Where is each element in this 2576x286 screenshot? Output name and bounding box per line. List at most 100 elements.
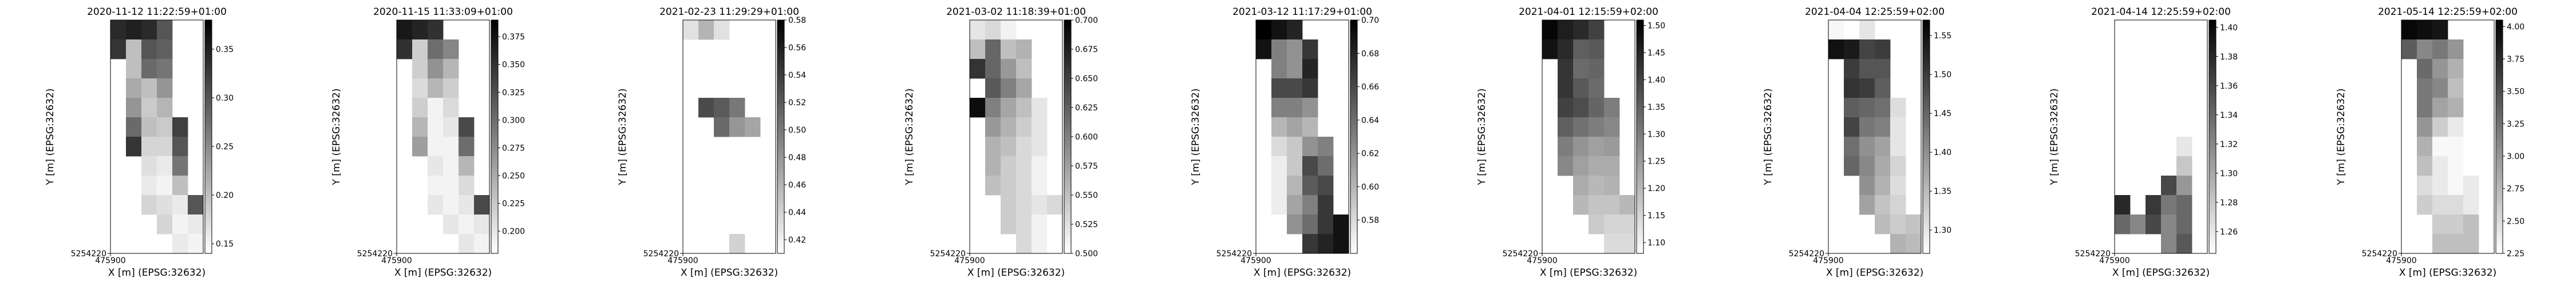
y-tick-label: 5254220 xyxy=(930,249,966,259)
colorbar-tick-label: 1.25 xyxy=(1647,157,1665,166)
heatmap-cell xyxy=(1256,20,1272,40)
heatmap-cell xyxy=(2463,234,2479,254)
heatmap-cell xyxy=(2463,195,2479,215)
chart-title: 2021-02-23 11:29:29+01:00 xyxy=(659,6,799,18)
heatmap-cells xyxy=(1542,20,1635,254)
heatmap-cell xyxy=(2115,195,2131,215)
heatmap-cell xyxy=(412,78,428,98)
heatmap-cell xyxy=(1573,195,1589,215)
colorbar-tick-label: 0.225 xyxy=(502,200,525,209)
heatmap-cell xyxy=(1589,98,1605,118)
heatmap-cell xyxy=(985,98,1001,118)
y-tick-label: 5254220 xyxy=(1216,249,1252,259)
heatmap-cell xyxy=(2417,59,2433,79)
heatmap-cell xyxy=(1589,137,1605,157)
heatmap-cell xyxy=(1001,214,1017,235)
heatmap-cell xyxy=(2417,195,2433,215)
colorbar xyxy=(2495,19,2503,254)
heatmap-cell xyxy=(157,59,173,79)
heatmap-cell xyxy=(1875,195,1891,215)
heatmap-cell xyxy=(1287,156,1303,176)
colorbar-tick-label: 0.325 xyxy=(502,88,525,97)
chart-title: 2021-03-12 11:17:29+01:00 xyxy=(1232,6,1372,18)
heatmap-cells xyxy=(1256,20,1349,254)
colorbar-tick-label: 1.34 xyxy=(2220,111,2238,120)
heatmap-cell xyxy=(172,214,188,235)
colorbar-tick-label: 0.50 xyxy=(788,126,806,135)
heatmap-cell xyxy=(157,156,173,176)
axes-frame xyxy=(1542,19,1635,254)
heatmap-cell xyxy=(141,156,157,176)
heatmap-cell xyxy=(1302,195,1318,215)
heatmap-cell xyxy=(1001,176,1017,196)
heatmap-cell xyxy=(126,137,142,157)
heatmap-cell xyxy=(985,156,1001,176)
heatmap-cell xyxy=(2417,176,2433,196)
heatmap-cell xyxy=(1619,234,1635,254)
heatmap-cell xyxy=(141,117,157,137)
colorbar xyxy=(491,19,499,254)
heatmap-cell xyxy=(1558,20,1574,40)
colorbar-tick-label: 1.30 xyxy=(1647,130,1665,139)
heatmap-cell xyxy=(1573,176,1589,196)
colorbar-tick-label: 1.40 xyxy=(2220,23,2238,33)
heatmap-cell xyxy=(110,20,127,40)
heatmap-cell xyxy=(2417,156,2433,176)
heatmap-cell xyxy=(157,98,173,118)
x-tick-label: 475900 xyxy=(1527,256,1557,265)
heatmap-cell xyxy=(1287,195,1303,215)
colorbar-tick-label: 1.50 xyxy=(1934,70,1951,80)
heatmap-cell xyxy=(1047,214,1063,235)
heatmap-cell xyxy=(2161,176,2177,196)
heatmap-cell xyxy=(428,137,444,157)
y-axis-label: Y [m] (EPSG:32632) xyxy=(2336,88,2347,185)
heatmap-cell xyxy=(1302,59,1318,79)
heatmap-cell xyxy=(126,78,142,98)
colorbar-tick-label: 3.00 xyxy=(2507,152,2524,161)
heatmap-cell xyxy=(141,176,157,196)
heatmap-cell xyxy=(1032,234,1048,254)
heatmap-cell xyxy=(2463,176,2479,196)
heatmap-cell xyxy=(1828,39,1844,59)
heatmap-cell xyxy=(2448,98,2464,118)
heatmap-cell xyxy=(1859,98,1875,118)
heatmap-cell xyxy=(1890,234,1906,254)
heatmap-cell xyxy=(1032,214,1048,235)
colorbar-tick-label: 0.46 xyxy=(788,181,806,190)
chart-title: 2020-11-12 11:22:59+01:00 xyxy=(87,6,227,18)
heatmap-cell xyxy=(1573,78,1589,98)
heatmap-cell xyxy=(1573,39,1589,59)
heatmap-cell xyxy=(1558,98,1574,118)
colorbar-tick-label: 1.35 xyxy=(1647,103,1665,112)
colorbar-tick-label: 0.675 xyxy=(1075,45,1098,54)
heatmap-cell xyxy=(1573,137,1589,157)
heatmap-cell xyxy=(1890,117,1906,137)
heatmap-cell xyxy=(1906,214,1922,235)
colorbar-tick-label: 0.500 xyxy=(1075,249,1098,259)
y-axis-label: Y [m] (EPSG:32632) xyxy=(617,88,629,185)
x-axis-label: X [m] (EPSG:32632) xyxy=(1254,267,1351,279)
heatmap-cell xyxy=(2176,234,2192,254)
heatmap-cell xyxy=(1287,117,1303,137)
y-tick-label: 5254220 xyxy=(2075,249,2111,259)
heatmap-cell xyxy=(2448,39,2464,59)
heatmap-cell xyxy=(1302,156,1318,176)
heatmap-cell xyxy=(157,137,173,157)
heatmap-cell xyxy=(1032,98,1048,118)
heatmap-cell xyxy=(2146,195,2162,215)
colorbar-tick-label: 0.62 xyxy=(1361,149,1379,158)
heatmap-cell xyxy=(2448,195,2464,215)
heatmap-cell xyxy=(970,59,986,79)
heatmap-cell xyxy=(714,98,730,118)
heatmap-cell xyxy=(443,156,459,176)
chart-title: 2021-05-14 12:25:59+02:00 xyxy=(2378,6,2518,18)
panel-6: 2021-04-01 12:15:59+02:00 475900 X [m] (EP… xyxy=(1476,6,1665,279)
heatmap-cell xyxy=(172,117,188,137)
colorbar-tick-label: 1.10 xyxy=(1647,239,1665,248)
heatmap-cell xyxy=(2448,78,2464,98)
colorbar-tick-label: 2.75 xyxy=(2507,185,2524,194)
heatmap-cell xyxy=(1875,98,1891,118)
heatmap-cell xyxy=(1604,234,1620,254)
heatmap-cell xyxy=(474,234,490,254)
